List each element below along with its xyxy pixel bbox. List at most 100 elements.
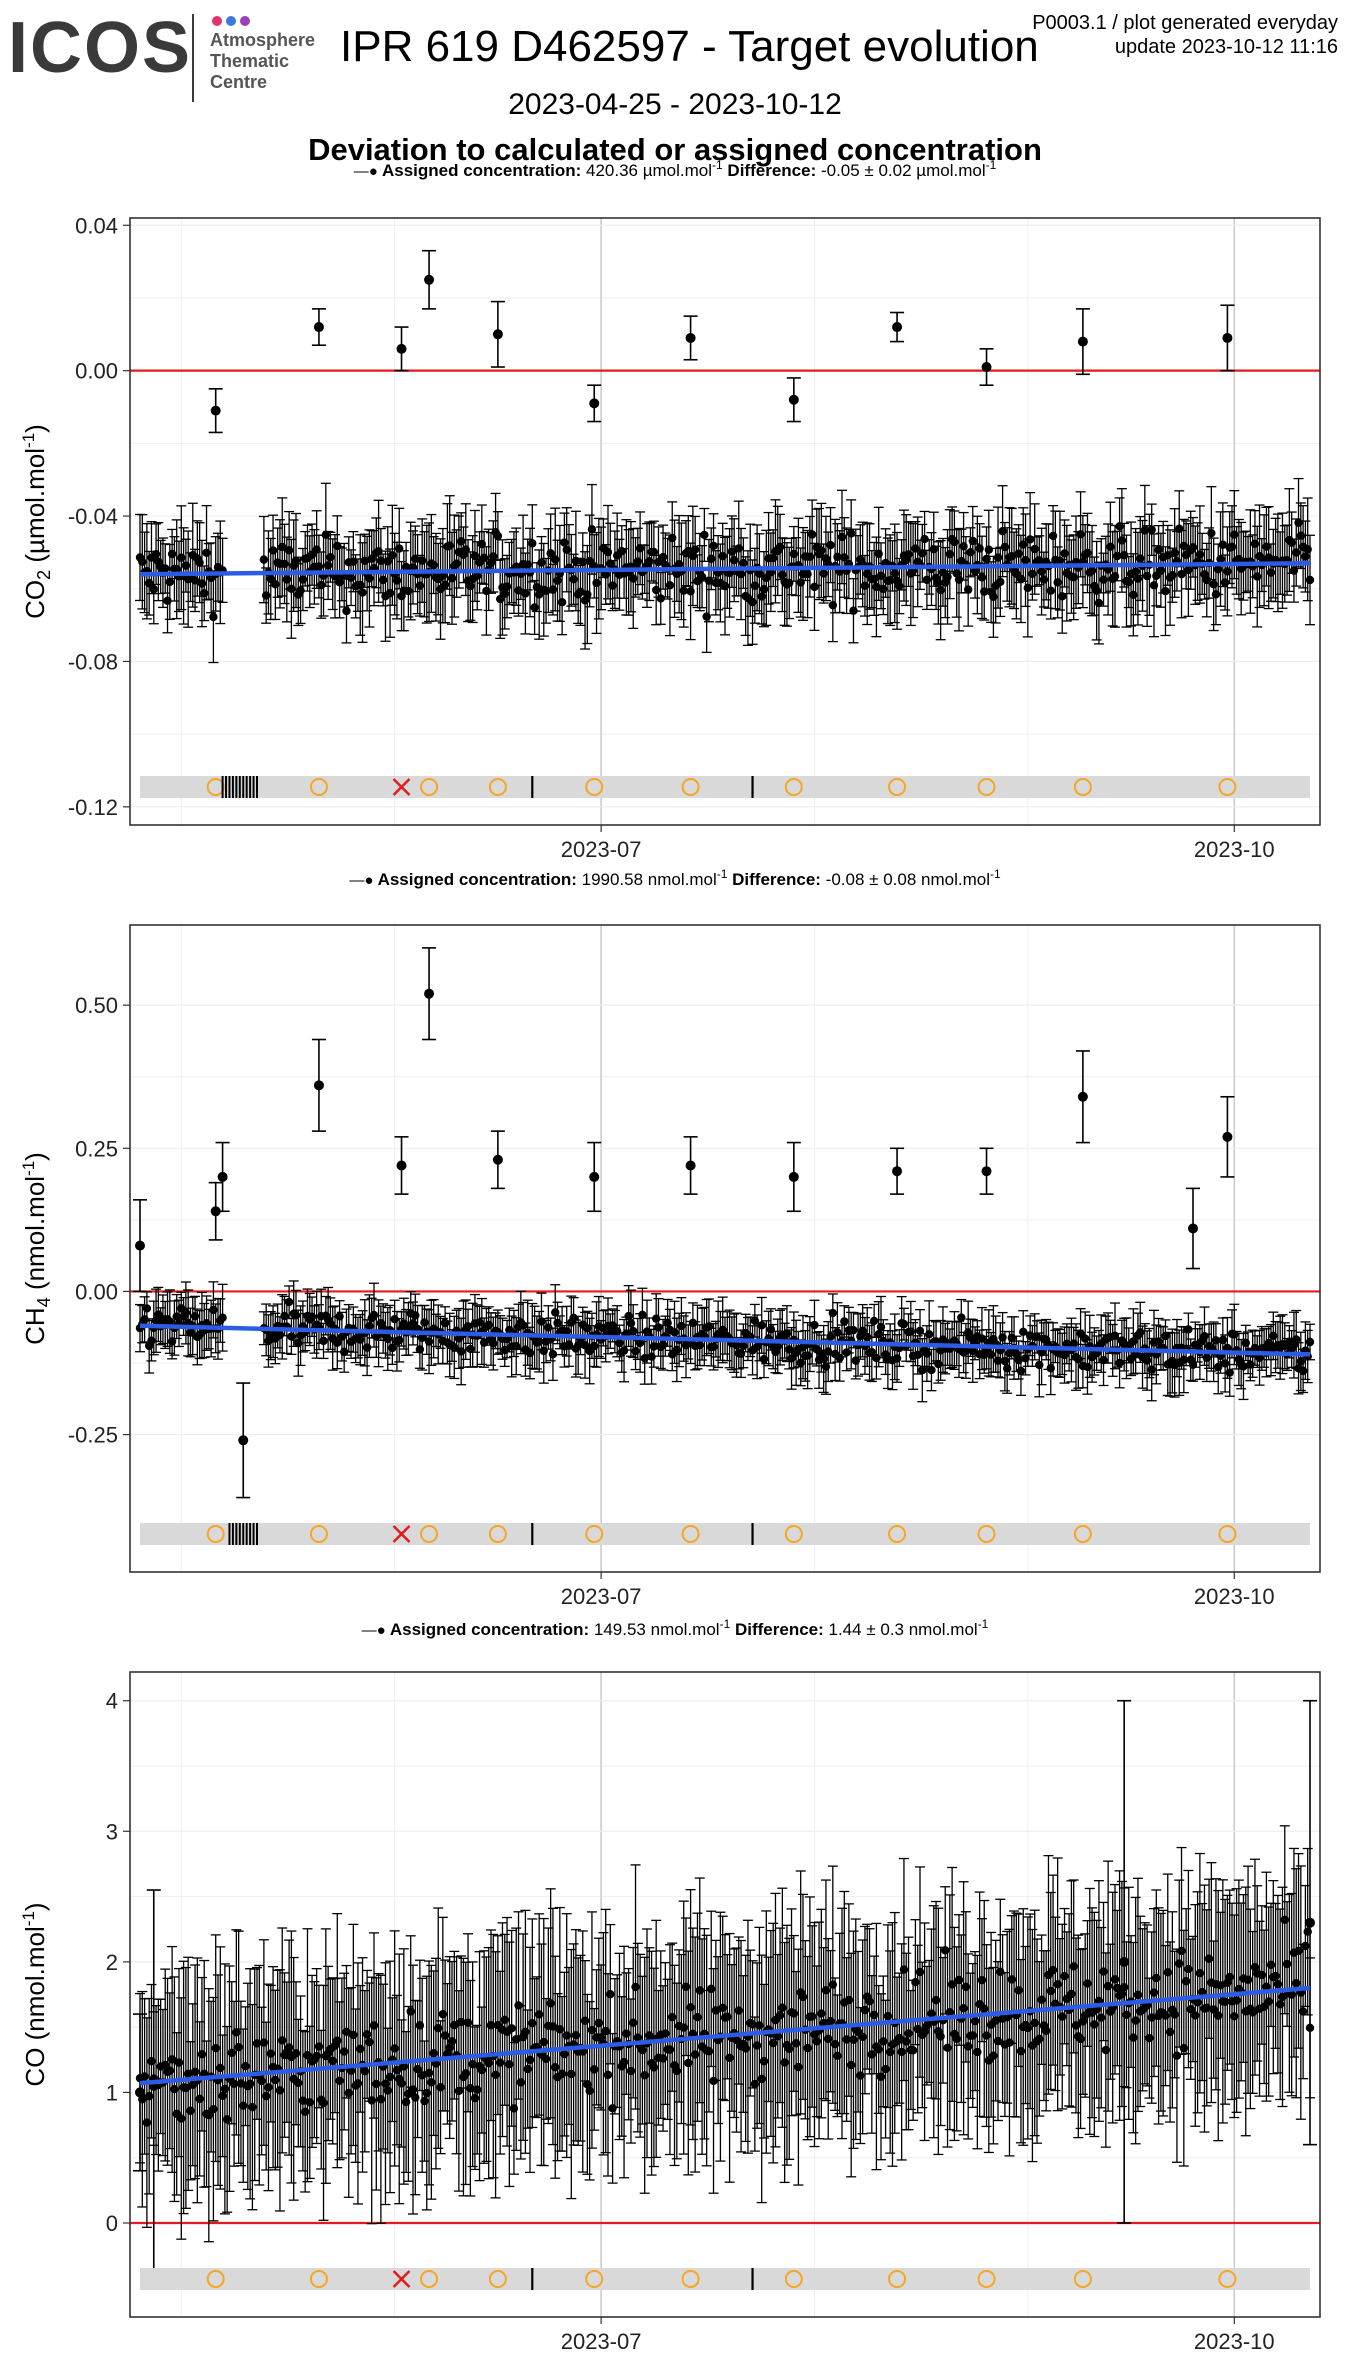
data-point [963,585,973,594]
logo-dot-pink [212,16,222,26]
data-point [1147,525,1156,534]
outlier-point [981,1166,992,1177]
data-point [899,1319,909,1329]
x-tick-label: 2023-07 [561,2329,642,2354]
data-point [358,588,367,597]
data-point [454,2086,464,2096]
outlier-point [135,1240,145,1251]
flag-circle [784,1525,803,1543]
data-point [218,1313,227,1322]
data-point [548,1350,558,1359]
flag-circle [888,1525,907,1543]
data-point [700,530,709,540]
data-point [849,1325,858,1335]
x-tick-label: 2023-07 [561,1584,642,1609]
outlier-point [788,394,799,405]
outlier-point [589,398,600,409]
data-point [333,1338,342,1347]
data-point [757,1321,766,1330]
flag-circle [1073,778,1092,796]
y-axis-label: CH4 (nmol.mol-1) [19,1152,54,1345]
flag-circle [488,1525,507,1543]
y-tick-label: -0.08 [68,649,118,674]
data-point [142,1304,152,1313]
data-point [915,1326,925,1336]
data-point [528,539,537,548]
y-tick-label: 0.25 [75,1136,118,1161]
chart-panel-ch4: 0.50 0.25 0.00 -0.25 2023-07 2023-10 CH4 (nmol… [19,867,1321,1609]
logo-subtitle-line2: Thematic [210,51,290,71]
data-point [924,1330,934,1339]
y-tick-label: 1 [106,2080,118,2105]
outlier-point [210,405,221,416]
data-point [649,547,659,557]
data-point [920,534,929,544]
update-timestamp: update 2023-10-12 11:16 [1114,36,1338,58]
data-point [968,536,977,546]
data-point [557,597,567,607]
data-point [319,1336,328,1346]
data-point [996,577,1005,587]
x-tick-label: 2023-10 [1194,2329,1275,2354]
legend: —● Assigned concentration: 420.36 µmol.m… [354,158,997,180]
data-point [1305,575,1315,585]
page-title: IPR 619 D462597 - Target evolution [340,22,1039,71]
data-point [1016,1366,1026,1376]
flag-circle [784,778,803,796]
data-point [284,1297,294,1307]
data-points [135,249,1315,664]
plot-info: P0003.1 / plot generated everyday [1032,12,1338,34]
logo-subtitle-line1: Atmosphere [210,30,316,50]
data-point [869,1316,879,1326]
data-point [149,584,158,594]
outlier-point [1222,332,1233,343]
data-point [913,1350,922,1360]
flag-circle [888,778,907,796]
y-tick-label: 0.50 [75,993,118,1018]
flag-circle [585,778,604,796]
data-point [1161,586,1170,596]
data-point [665,581,675,590]
outlier-point [1188,1223,1198,1234]
data-point [656,594,665,603]
flag-circle [977,778,996,796]
data-point [690,545,700,554]
legend: —● Assigned concentration: 1990.58 nmol.… [349,867,1001,889]
logo-subtitle: Atmosphere Thematic Centre [210,30,315,93]
y-tick-label: -0.12 [68,795,118,820]
flag-circle [420,1525,439,1543]
outlier-point [492,1154,503,1165]
y-tick-label: 0 [106,2211,118,2236]
flag-circle [681,778,700,796]
y-tick-label: 4 [106,1689,118,1714]
panel-frame [129,924,1321,1573]
data-point [507,2024,516,2033]
flag-cross [392,778,411,796]
data-point [927,1365,936,1375]
flag-circle [206,1525,225,1543]
flag-circle [585,1525,604,1543]
data-points [133,947,1315,1499]
data-point [679,586,688,595]
data-point [165,577,175,587]
logo-divider [192,14,194,102]
data-point [810,1320,819,1330]
x-tick-label: 2023-10 [1194,1584,1275,1609]
y-tick-label: 3 [106,1819,118,1844]
y-tick-label: 0.00 [75,1279,118,1304]
outlier-point [685,332,696,343]
data-point [649,1342,659,1351]
data-point [1239,1362,1248,1371]
flag-circle [206,778,225,796]
data-point [984,545,994,554]
flag-circle [977,1525,996,1543]
data-point [587,525,597,534]
data-point [493,531,503,541]
data-point [1094,598,1104,608]
outlier-point [238,1435,249,1446]
y-tick-label: 2 [106,1950,118,1975]
data-point [840,1317,849,1326]
outlier-point [1222,1131,1233,1142]
outlier-point [892,322,903,333]
